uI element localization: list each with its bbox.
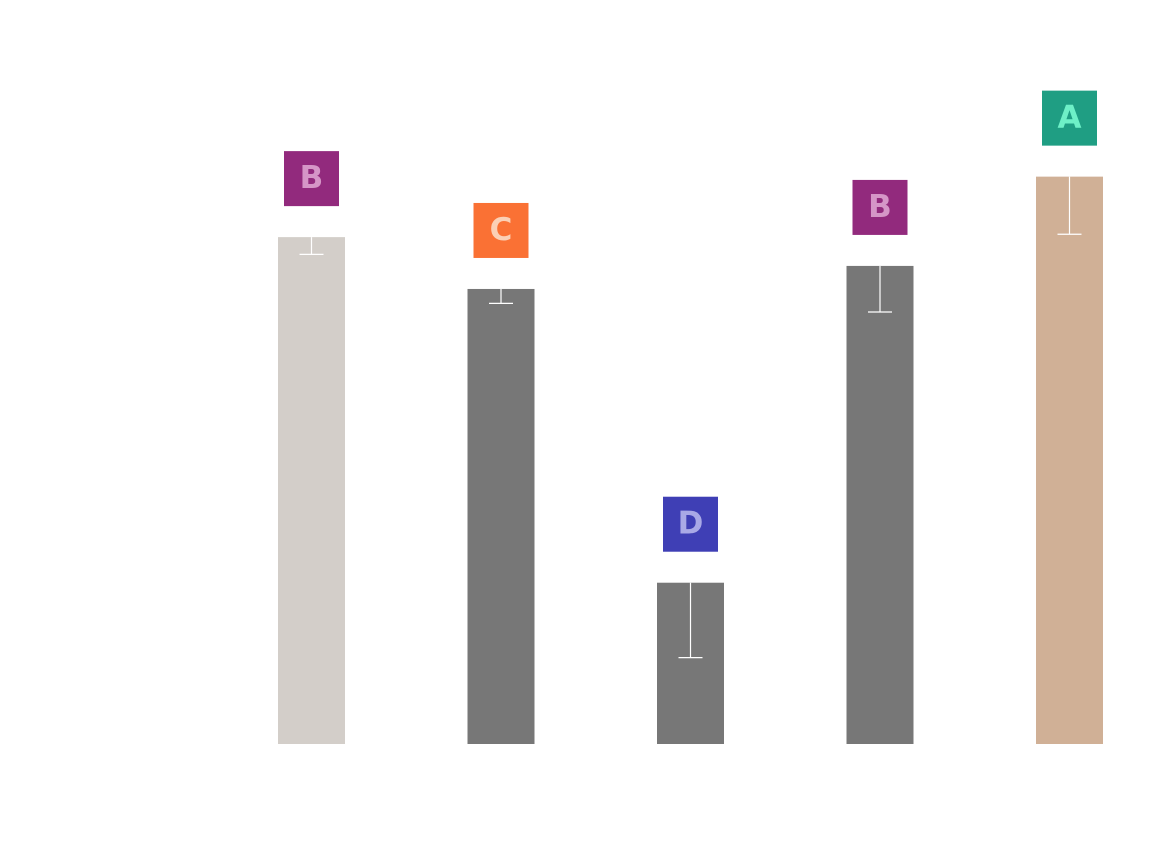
bar-2: [467, 288, 535, 744]
significance-label-1: B: [284, 151, 339, 207]
bar-5: [1036, 176, 1103, 744]
significance-letter: A: [1058, 100, 1082, 136]
significance-letter: B: [868, 189, 892, 225]
significance-box: [1042, 90, 1097, 146]
significance-labels-layer: B C D B A: [284, 90, 1097, 552]
bar-4: [846, 265, 914, 744]
significance-label-3: D: [663, 496, 718, 552]
significance-box: [663, 496, 718, 552]
significance-box: [852, 179, 908, 235]
error-bar-3: [678, 582, 703, 659]
significance-box: [284, 151, 339, 207]
error-bars-layer: [299, 176, 1082, 659]
significance-box: [473, 202, 529, 258]
error-bar-5: [1057, 176, 1082, 235]
bars-layer: [278, 176, 1103, 744]
error-bar-2: [489, 288, 513, 304]
significance-letter: C: [490, 212, 513, 248]
error-bar-4: [868, 265, 892, 313]
significance-letter: B: [300, 160, 324, 196]
significance-label-4: B: [852, 179, 908, 235]
significance-label-2: C: [473, 202, 529, 258]
significance-label-5: A: [1042, 90, 1097, 146]
significance-letter: D: [678, 506, 704, 542]
error-bar-1: [299, 237, 324, 255]
bar-1: [278, 237, 345, 744]
